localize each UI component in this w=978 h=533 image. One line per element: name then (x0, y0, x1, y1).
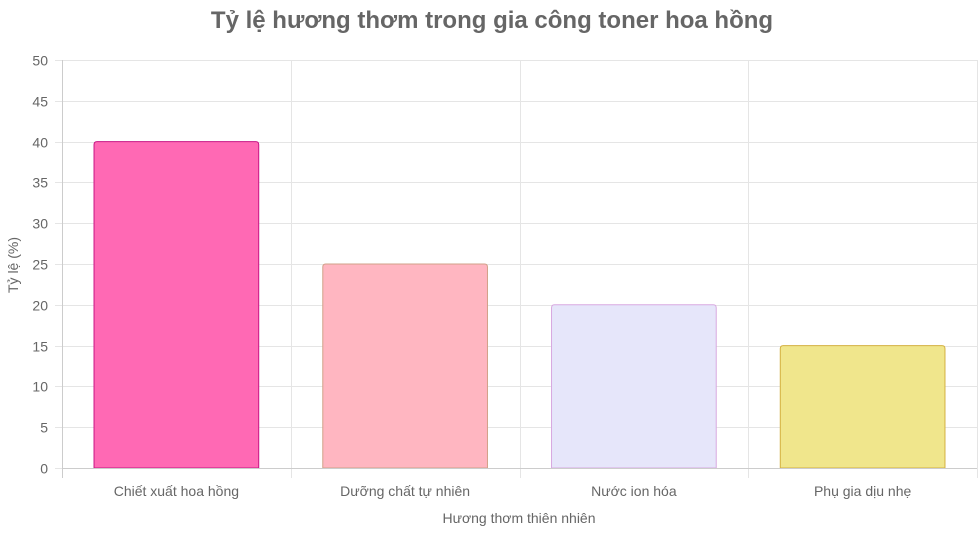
y-tick-label: 35 (32, 175, 48, 191)
y-tick-label: 50 (32, 53, 48, 69)
y-tick-label: 0 (40, 461, 48, 477)
bar[interactable] (779, 345, 946, 469)
axis-layer: 0 5 10 15 20 25 30 35 40 45 50 Chiết xuất hoa hồng D… (32, 53, 977, 499)
bar[interactable] (551, 304, 717, 469)
x-tick-label: Phụ gia dịu nhẹ (814, 483, 912, 499)
bar[interactable] (93, 141, 260, 469)
bars-layer (93, 141, 946, 469)
x-tick-label: Chiết xuất hoa hồng (114, 483, 239, 499)
y-axis-label: Tỷ lệ (%) (5, 237, 21, 293)
x-axis-label: Hương thơm thiên nhiên (442, 510, 595, 526)
y-tick-label: 30 (32, 216, 48, 232)
bar[interactable] (322, 263, 488, 469)
y-tick-label: 25 (32, 257, 48, 273)
y-tick-label: 40 (32, 135, 48, 151)
y-tick-label: 10 (32, 379, 48, 395)
x-tick-label: Nước ion hóa (591, 483, 677, 499)
chart-title: Tỷ lệ hương thơm trong gia công toner ho… (211, 7, 773, 34)
y-tick-label: 15 (32, 339, 48, 355)
y-tick-label: 45 (32, 94, 48, 110)
y-tick-label: 20 (32, 298, 48, 314)
y-tick-label: 5 (40, 420, 48, 436)
x-tick-label: Dưỡng chất tự nhiên (340, 483, 470, 499)
